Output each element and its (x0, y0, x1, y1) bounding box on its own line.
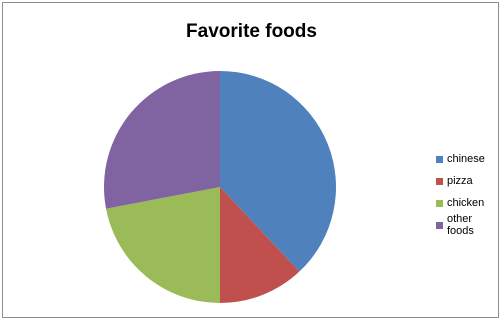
pie-slice-pizza (220, 187, 300, 303)
legend-item: pizza (436, 170, 498, 192)
legend-item: chicken (436, 192, 498, 214)
chart-title: Favorite foods (186, 21, 317, 42)
pie-chart (103, 71, 337, 303)
legend-swatch (436, 177, 443, 185)
legend-swatch (436, 155, 443, 163)
pie-slice-chinese (220, 71, 337, 272)
legend-label: pizza (447, 175, 473, 187)
legend-item: other foods (436, 213, 498, 237)
legend-label: chinese (447, 153, 485, 165)
legend-label: other foods (447, 213, 474, 237)
legend-swatch (436, 221, 443, 229)
legend-label: chicken (447, 197, 485, 209)
pie-slice-chicken (106, 187, 220, 303)
chart-area: Favorite foods chinese pizza chicken other … (2, 2, 499, 318)
legend-swatch (436, 199, 443, 207)
pie-slice-other-foods (103, 71, 220, 209)
legend: chinese pizza chicken other foods (436, 148, 498, 237)
legend-item: chinese (436, 148, 498, 170)
